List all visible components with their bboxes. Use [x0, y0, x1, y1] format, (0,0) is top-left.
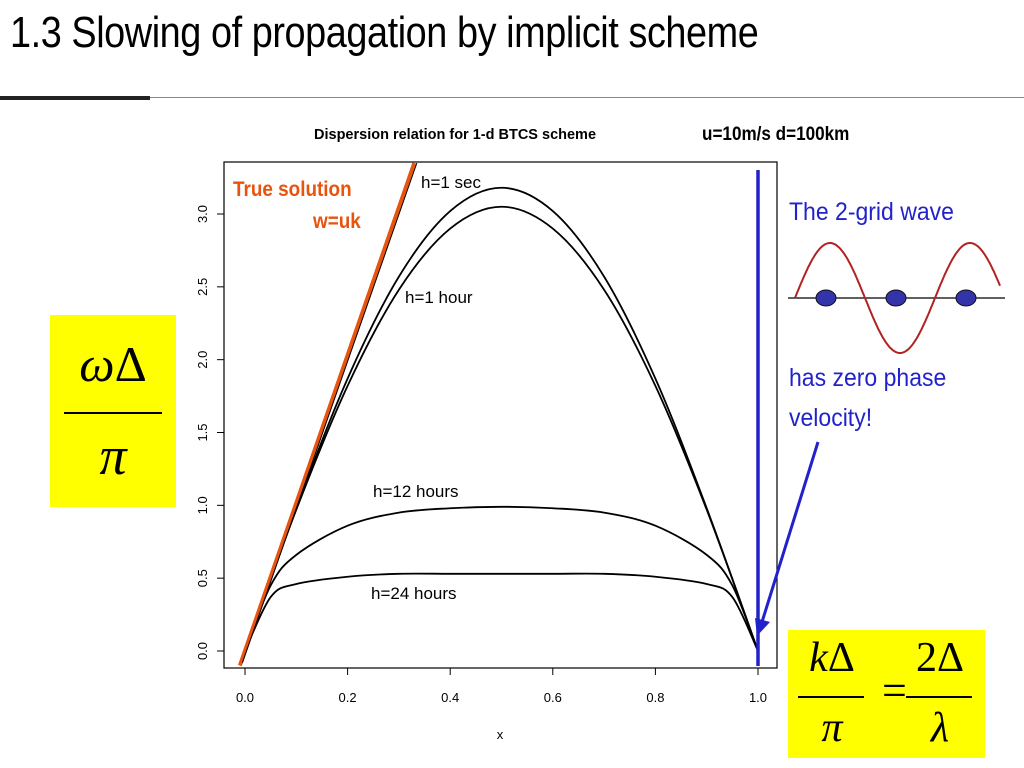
- series-label: h=12 hours: [373, 482, 459, 501]
- series-line: [244, 505, 759, 652]
- rhs-numerator-right: 2Δ: [915, 635, 964, 681]
- x-tick-label: 1.0: [749, 690, 767, 705]
- delta-symbol: Δ: [827, 635, 855, 681]
- series-line: [244, 205, 759, 652]
- slide-title: 1.3 Slowing of propagation by implicit s…: [10, 8, 759, 57]
- rhs-numerator-left: kΔ: [792, 634, 872, 682]
- x-tick-label: 0.2: [339, 690, 357, 705]
- series-line: [244, 186, 759, 652]
- zero-phase-label-line2: velocity!: [789, 404, 873, 432]
- arrow-head: [755, 618, 770, 636]
- grid-point-dot: [815, 289, 837, 307]
- x-tick-label: 0.6: [544, 690, 562, 705]
- y-tick-label: 2.5: [195, 278, 210, 296]
- wave-sine-curve: [794, 242, 1001, 354]
- lhs-numerator: ωΔ: [50, 335, 176, 393]
- y-tick-label: 3.0: [195, 205, 210, 223]
- rhs-fraction-bar-right: [906, 696, 972, 698]
- rhs-fraction-bar-left: [798, 696, 864, 698]
- y-tick-label: 2.0: [195, 351, 210, 369]
- two-grid-wave-label: The 2-grid wave: [789, 198, 954, 226]
- rhs-formula-box: kΔ π 2Δ λ: [788, 630, 985, 758]
- x-tick-label: 0.4: [441, 690, 459, 705]
- x-tick-label: 0.8: [646, 690, 664, 705]
- x-tick-label: 0.0: [236, 690, 254, 705]
- y-tick-label: 0.0: [195, 642, 210, 660]
- title-underline-thick: [0, 96, 150, 100]
- series-label: h=24 hours: [371, 584, 457, 603]
- lhs-fraction-bar: [64, 412, 162, 414]
- series-label: h=1 hour: [405, 288, 473, 307]
- lhs-denominator: π: [99, 426, 127, 486]
- reference-line: [241, 162, 418, 663]
- two-grid-wave-diagram: [788, 242, 1005, 354]
- y-tick-label: 0.5: [195, 569, 210, 587]
- equals-sign: =: [882, 666, 907, 715]
- rhs-denominator-left: π: [821, 705, 843, 751]
- series-label: h=1 sec: [421, 173, 482, 192]
- chart-title: Dispersion relation for 1-d BTCS scheme: [314, 127, 597, 143]
- delta-symbol: Δ: [114, 336, 147, 392]
- zero-phase-label-line1: has zero phase: [789, 364, 947, 392]
- parameters-label: u=10m/s d=100km: [702, 124, 850, 145]
- grid-point-dot: [955, 289, 977, 307]
- grid-point-dot: [885, 289, 907, 307]
- series-line: [244, 572, 759, 652]
- omega-symbol: ω: [79, 336, 115, 392]
- lhs-formula-box: ωΔ π: [50, 315, 176, 507]
- true-solution-label: True solution: [233, 178, 352, 201]
- true-solution-formula: w=uk: [313, 210, 361, 233]
- arrow-shaft: [760, 441, 820, 623]
- title-underline-thin: [150, 97, 1024, 98]
- y-tick-label: 1.5: [195, 423, 210, 441]
- y-tick-label: 1.0: [195, 496, 210, 514]
- x-axis-label: x: [497, 727, 504, 742]
- true-solution-line: [237, 162, 417, 667]
- k-symbol: k: [809, 635, 828, 681]
- rhs-denominator-right: λ: [930, 705, 950, 751]
- plot-frame: [223, 161, 778, 669]
